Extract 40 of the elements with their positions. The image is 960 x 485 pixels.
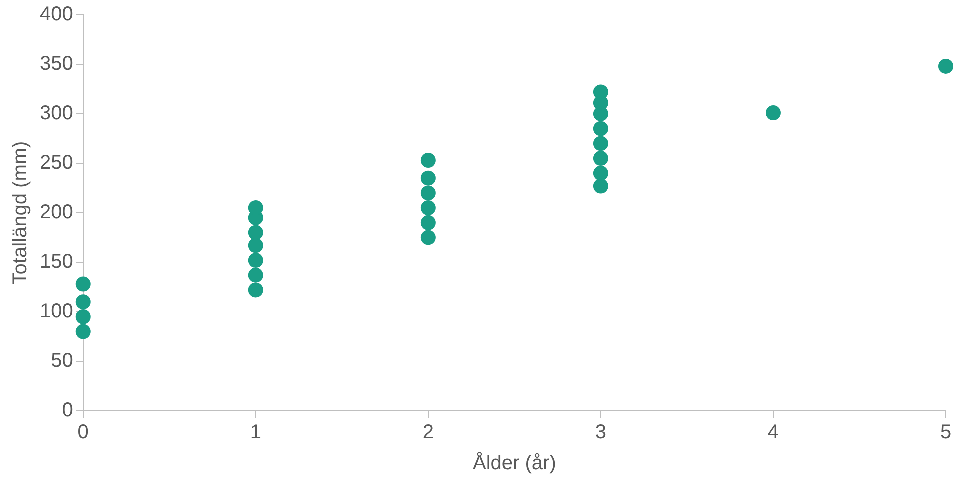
- y-tick-label: 400: [40, 4, 74, 26]
- point: [248, 253, 264, 268]
- point: [420, 200, 436, 216]
- point: [420, 153, 436, 168]
- point: [593, 84, 608, 100]
- y-tick-label: 300: [40, 102, 74, 125]
- point: [938, 58, 954, 74]
- point: [248, 282, 264, 298]
- point: [593, 151, 608, 166]
- point: [76, 276, 91, 292]
- point: [248, 268, 264, 283]
- point: [76, 324, 91, 340]
- point: [248, 225, 264, 240]
- y-tick-label: 200: [40, 202, 74, 224]
- point: [420, 215, 436, 230]
- point: [766, 106, 781, 121]
- point: [420, 170, 436, 186]
- point: [76, 294, 91, 310]
- point: [420, 230, 436, 246]
- y-tick-label: 350: [40, 53, 74, 76]
- point: [248, 238, 264, 254]
- y-axis-title: Totallängd (mm): [10, 141, 32, 285]
- point: [593, 121, 608, 136]
- point: [593, 136, 608, 152]
- x-axis-title: Ålder (år): [473, 452, 556, 475]
- point: [593, 166, 608, 181]
- x-tick-label: 5: [940, 422, 952, 444]
- y-tick-label: 0: [62, 400, 74, 422]
- point: [593, 178, 608, 194]
- x-tick-label: 3: [595, 422, 607, 444]
- x-tick-label: 4: [768, 422, 780, 444]
- x-tick-label: 0: [78, 422, 89, 444]
- y-tick-label: 50: [51, 350, 74, 372]
- x-tick-label: 2: [422, 422, 434, 444]
- y-tick-label: 250: [40, 152, 74, 174]
- point: [420, 186, 436, 201]
- x-tick-label: 1: [250, 422, 262, 444]
- point: [76, 309, 91, 324]
- y-tick-label: 150: [40, 251, 74, 274]
- y-tick-label: 100: [40, 300, 74, 323]
